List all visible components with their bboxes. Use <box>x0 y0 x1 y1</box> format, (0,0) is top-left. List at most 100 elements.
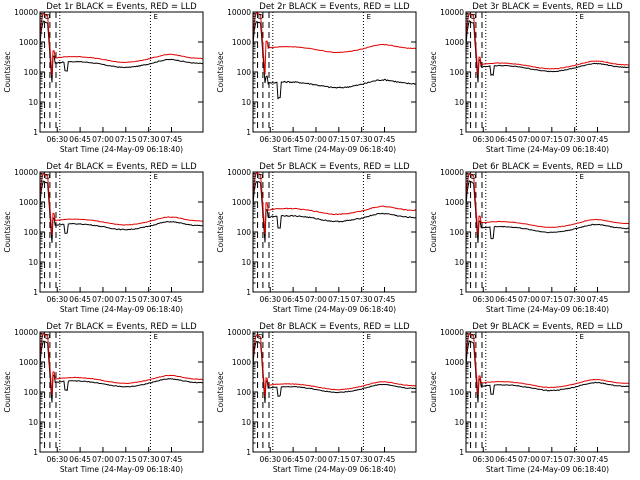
x-tick-label: 07:30 <box>138 135 160 144</box>
x-tick-label: 07:30 <box>138 455 160 464</box>
y-axis-label: Counts/sec <box>216 211 225 252</box>
y-tick-label: 1 <box>246 128 251 137</box>
x-tick-label: 07:30 <box>564 455 586 464</box>
x-tick-label: 06:45 <box>69 295 91 304</box>
y-axis-label: Counts/sec <box>3 371 12 412</box>
y-axis-label: Counts/sec <box>3 211 12 252</box>
x-tick-label: 07:45 <box>161 135 183 144</box>
x-tick-label: 07:00 <box>92 135 114 144</box>
y-tick-label: 1000 <box>445 38 464 47</box>
y-tick-label: 10000 <box>440 168 464 177</box>
x-tick-label: 07:00 <box>305 135 327 144</box>
x-tick-label: 07:45 <box>161 455 183 464</box>
y-tick-label: 100 <box>450 68 465 77</box>
x-tick-label: 07:45 <box>587 135 609 144</box>
x-tick-label: 07:45 <box>374 295 396 304</box>
x-tick-label: 06:45 <box>495 135 517 144</box>
x-tick-label: 07:00 <box>92 455 114 464</box>
reference-lines <box>257 12 364 132</box>
y-tick-label: 100 <box>237 68 252 77</box>
plot-title: Det 8r BLACK = Events, RED = LLD <box>259 322 410 332</box>
y-tick-label: 10 <box>241 418 251 427</box>
marker-label: E <box>580 333 584 341</box>
x-axis-label: Start Time (24-May-09 06:18:40) <box>486 305 609 314</box>
y-axis-label: Counts/sec <box>3 51 12 92</box>
x-tick-label: 07:45 <box>374 455 396 464</box>
lld-series-line <box>39 332 204 396</box>
x-tick-label: 07:30 <box>351 135 373 144</box>
detector-plot-2: Det 2r BLACK = Events, RED = LLD 1 10 100 10… <box>216 2 417 154</box>
x-tick-label: 07:15 <box>328 455 350 464</box>
plot-title: Det 3r BLACK = Events, RED = LLD <box>472 2 623 12</box>
marker-label: E <box>580 13 584 21</box>
y-tick-label: 10000 <box>227 8 251 17</box>
events-series-line <box>465 340 630 403</box>
y-axis: 1 10 100 1000 10000 Counts/sec <box>3 168 203 297</box>
reference-lines <box>470 172 577 292</box>
x-tick-label: 07:00 <box>92 295 114 304</box>
y-tick-label: 1 <box>33 448 38 457</box>
x-tick-label: 06:30 <box>259 455 281 464</box>
marker-label: D <box>258 13 263 21</box>
x-tick-label: 06:30 <box>472 295 494 304</box>
y-tick-label: 10 <box>454 98 464 107</box>
x-tick-label: 06:45 <box>282 135 304 144</box>
x-tick-label: 07:00 <box>305 295 327 304</box>
lld-series-line <box>465 172 630 236</box>
y-tick-label: 10 <box>241 258 251 267</box>
marker-label: D <box>258 173 263 181</box>
lld-series-line <box>465 332 630 396</box>
x-tick-label: 06:30 <box>46 455 68 464</box>
x-tick-label: 06:30 <box>259 295 281 304</box>
detector-plot-7: Det 7r BLACK = Events, RED = LLD 1 10 100 10… <box>3 322 204 474</box>
y-axis: 1 10 100 1000 10000 Counts/sec <box>216 8 416 137</box>
marker-label: E <box>367 173 371 181</box>
plot-title: Det 6r BLACK = Events, RED = LLD <box>472 162 623 172</box>
y-tick-label: 10000 <box>14 8 38 17</box>
detector-plot-8: Det 8r BLACK = Events, RED = LLD 1 10 100 10… <box>216 322 417 474</box>
x-tick-label: 07:45 <box>161 295 183 304</box>
plot-title: Det 9r BLACK = Events, RED = LLD <box>472 322 623 332</box>
lld-series-line <box>252 172 417 235</box>
marker-label: E <box>154 13 158 21</box>
plot-frame <box>252 171 417 293</box>
x-tick-label: 07:45 <box>374 135 396 144</box>
lld-series-line <box>252 12 417 75</box>
x-tick-label: 07:15 <box>328 135 350 144</box>
x-tick-label: 06:45 <box>282 455 304 464</box>
reference-lines <box>44 172 151 292</box>
y-tick-label: 10 <box>241 98 251 107</box>
y-tick-label: 100 <box>237 388 252 397</box>
y-tick-label: 10000 <box>440 328 464 337</box>
y-tick-label: 1 <box>459 288 464 297</box>
y-tick-label: 1 <box>459 128 464 137</box>
y-axis: 1 10 100 1000 10000 Counts/sec <box>216 328 416 457</box>
events-series-line <box>39 20 204 83</box>
x-tick-label: 07:00 <box>518 295 540 304</box>
y-axis-label: Counts/sec <box>429 51 438 92</box>
x-tick-label: 07:15 <box>115 135 137 144</box>
x-tick-label: 07:15 <box>541 135 563 144</box>
y-axis-label: Counts/sec <box>429 371 438 412</box>
detector-plot-9: Det 9r BLACK = Events, RED = LLD 1 10 100 10… <box>429 322 630 474</box>
y-tick-label: 1000 <box>19 198 38 207</box>
x-axis-label: Start Time (24-May-09 06:18:40) <box>60 305 183 314</box>
marker-label: E <box>367 13 371 21</box>
x-tick-label: 07:30 <box>351 455 373 464</box>
x-tick-label: 06:45 <box>69 135 91 144</box>
plot-title: Det 5r BLACK = Events, RED = LLD <box>259 162 410 172</box>
reference-lines <box>470 332 577 452</box>
y-tick-label: 10 <box>454 258 464 267</box>
events-series-line <box>252 340 417 404</box>
